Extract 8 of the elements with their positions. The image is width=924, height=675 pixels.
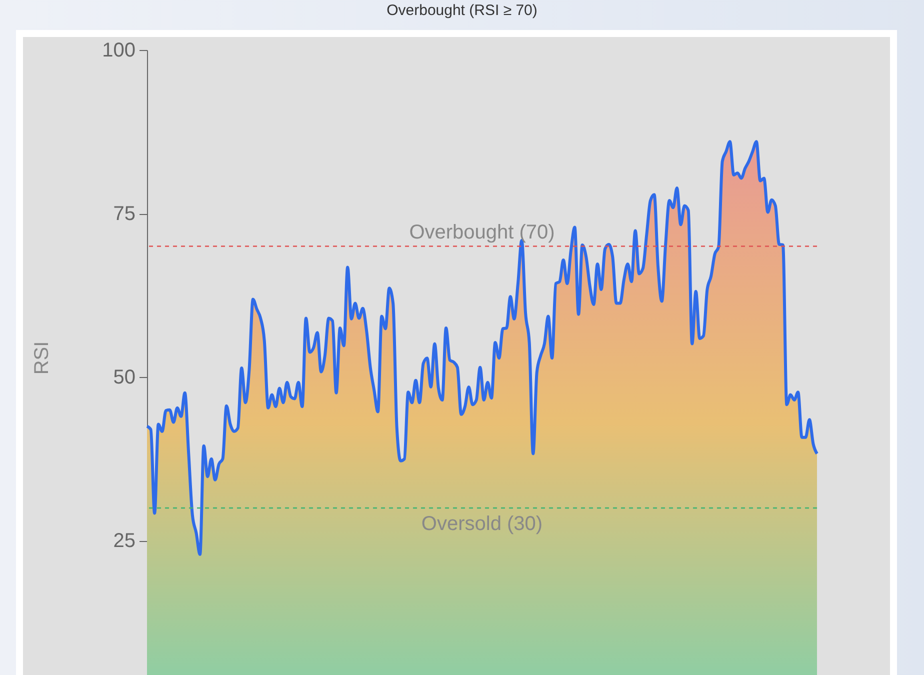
y-tick-label: 50 <box>113 366 136 389</box>
y-tick-label: 75 <box>113 203 136 226</box>
chart-title: Overbought (RSI ≥ 70) <box>386 2 538 19</box>
y-axis-title: RSI <box>31 341 54 375</box>
y-tick-label: 100 <box>102 40 136 62</box>
y-tick-label: 25 <box>113 530 136 552</box>
ref-line-label: Overbought (70) <box>409 221 555 244</box>
ref-line-label: Oversold (30) <box>421 512 543 535</box>
